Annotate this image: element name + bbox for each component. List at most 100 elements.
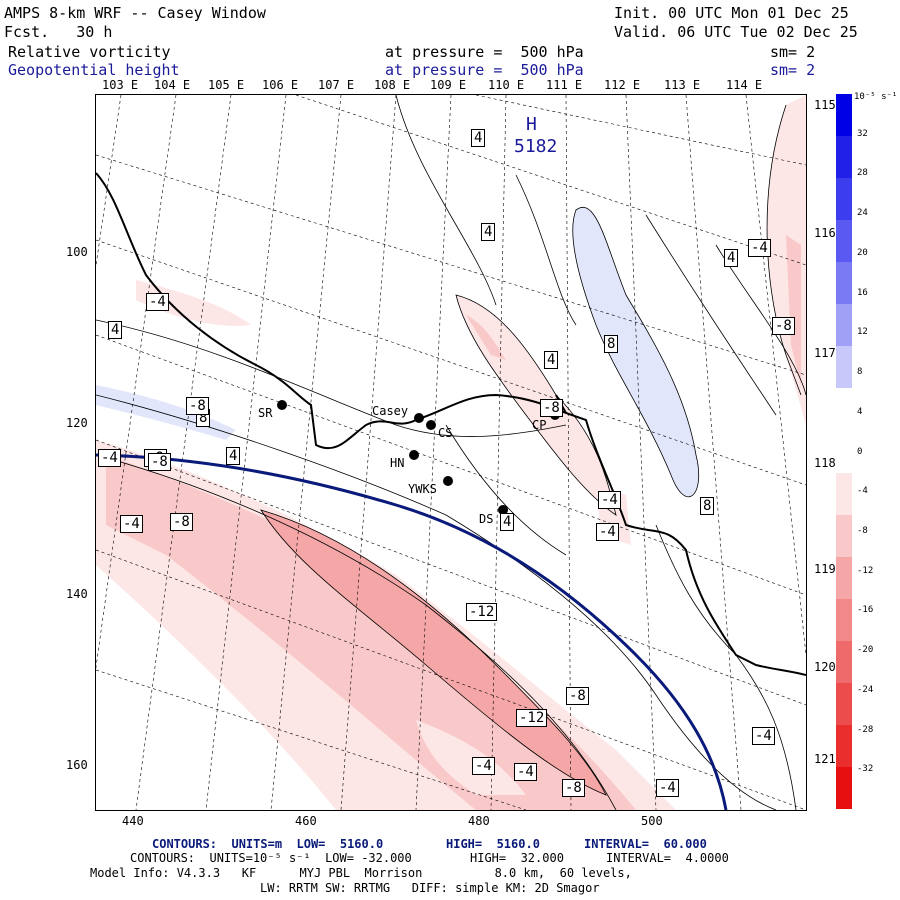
contour-label: 4 [544, 351, 559, 369]
colorbar-segment [836, 262, 852, 305]
map-canvas: H 5182 SR Casey CS HN YWKS DS CP 4 4 4 4… [95, 94, 807, 811]
colorbar-label: -12 [857, 565, 874, 576]
contour-label: -4 [98, 449, 121, 467]
contour-label: -4 [752, 727, 775, 745]
station-dots [277, 400, 560, 515]
map-svg [96, 95, 806, 810]
lon-label-111: 111 E [546, 78, 583, 92]
footer-model-info: Model Info: V4.3.3 KF MYJ PBL Morrison 8… [90, 866, 632, 880]
x-tick-460: 460 [295, 814, 317, 828]
station-dot-cs [426, 420, 436, 430]
colorbar-segment [836, 430, 852, 474]
colorbar-label: 8 [857, 367, 863, 378]
colorbar-label: 12 [857, 327, 868, 338]
footer-vort-contours: CONTOURS: UNITS=10⁻⁵ s⁻¹ LOW= -32.000 [130, 851, 412, 865]
footer-height-contours: CONTOURS: UNITS=m LOW= 5160.0 [152, 837, 384, 851]
lon-label-109: 109 E [430, 78, 467, 92]
station-label-hn: HN [390, 456, 405, 470]
contour-label: -4 [472, 757, 495, 775]
contour-label: -12 [516, 709, 548, 727]
high-pressure-value: 5182 [514, 136, 558, 157]
field2-level: at pressure = 500 hPa [385, 61, 584, 79]
map-title: AMPS 8-km WRF -- Casey Window [4, 4, 266, 22]
contour-label: 4 [471, 129, 486, 147]
y-tick-160: 160 [66, 758, 88, 772]
contour-label: -8 [170, 513, 193, 531]
colorbar-segment [836, 514, 852, 558]
colorbar-segment [836, 220, 852, 263]
lon-label-104: 104 E [154, 78, 191, 92]
valid-time: Valid. 06 UTC Tue 02 Dec 25 [614, 23, 858, 41]
shade-pos-west [96, 385, 236, 440]
colorbar-segment [836, 766, 852, 810]
colorbar-label: -32 [857, 764, 874, 775]
lon-label-112: 112 E [604, 78, 641, 92]
station-dot-ds [498, 505, 508, 515]
contour-label: 8 [700, 497, 715, 515]
station-dot-hn [409, 450, 419, 460]
colorbar-label: -20 [857, 645, 874, 656]
footer-height-high: HIGH= 5160.0 [446, 837, 540, 851]
contour-label: -4 [748, 239, 771, 257]
colorbar-label: 28 [857, 168, 868, 179]
colorbar-unit: 10⁻⁵ s⁻¹ [854, 92, 898, 102]
contour-label: -4 [656, 779, 679, 797]
colorbar-segment [836, 178, 852, 221]
colorbar-label: -4 [857, 486, 868, 497]
station-dot-ywks [443, 476, 453, 486]
station-dot-casey [414, 413, 424, 423]
station-label-cs: CS [438, 426, 453, 440]
field2-name: Geopotential height [8, 61, 180, 79]
contour-label: 8 [604, 335, 619, 353]
lon-label-108: 108 E [374, 78, 411, 92]
coastline [96, 172, 806, 676]
graticule [96, 95, 806, 810]
init-time: Init. 00 UTC Mon 01 Dec 25 [614, 4, 849, 22]
contour-label: -8 [772, 317, 795, 335]
geopotential-5160-contour [96, 453, 728, 810]
lon-label-107: 107 E [318, 78, 355, 92]
forecast-hour: Fcst. 30 h [4, 23, 113, 41]
contour-label: -8 [540, 399, 563, 417]
colorbar-segment [836, 304, 852, 347]
colorbar-segment [836, 598, 852, 642]
contour-label: 4 [481, 223, 496, 241]
lon-label-113: 113 E [664, 78, 701, 92]
x-tick-480: 480 [468, 814, 490, 828]
station-dot-sr [277, 400, 287, 410]
colorbar-segment [836, 388, 852, 431]
contour-label: 4 [226, 447, 241, 465]
colorbar-label: -28 [857, 724, 874, 735]
station-label-ywks: YWKS [408, 482, 437, 496]
colorbar-segment [836, 640, 852, 684]
colorbar-label: 24 [857, 208, 868, 219]
colorbar-label: -16 [857, 605, 874, 616]
station-label-sr: SR [258, 406, 273, 420]
colorbar-label: -24 [857, 684, 874, 695]
colorbar-label: 4 [857, 406, 863, 417]
contour-label: -8 [562, 779, 585, 797]
field2-smoothing: sm= 2 [770, 61, 816, 79]
colorbar-label: 16 [857, 287, 868, 298]
y-tick-100: 100 [66, 245, 88, 259]
lon-label-106: 106 E [262, 78, 299, 92]
footer-height-interval: INTERVAL= 60.000 [584, 837, 707, 851]
colorbar-segment [836, 724, 852, 768]
station-label-casey: Casey [372, 404, 409, 418]
contour-label: -8 [148, 453, 171, 471]
contour-label: -4 [146, 293, 169, 311]
colorbar-segment [836, 346, 852, 389]
x-tick-440: 440 [122, 814, 144, 828]
contour-label: -4 [514, 763, 537, 781]
shade-neg-ne-inner [786, 235, 801, 385]
field1-name: Relative vorticity [8, 43, 171, 61]
footer-vort-high: HIGH= 32.000 [470, 851, 564, 865]
contour-label: 4 [724, 249, 739, 267]
contour-label: -8 [566, 687, 589, 705]
y-tick-120: 120 [66, 416, 88, 430]
station-label-ds: DS [479, 512, 494, 526]
colorbar-segment [836, 556, 852, 600]
lon-label-110: 110 E [488, 78, 525, 92]
colorbar-label: -8 [857, 525, 868, 536]
footer-vort-interval: INTERVAL= 4.0000 [606, 851, 729, 865]
